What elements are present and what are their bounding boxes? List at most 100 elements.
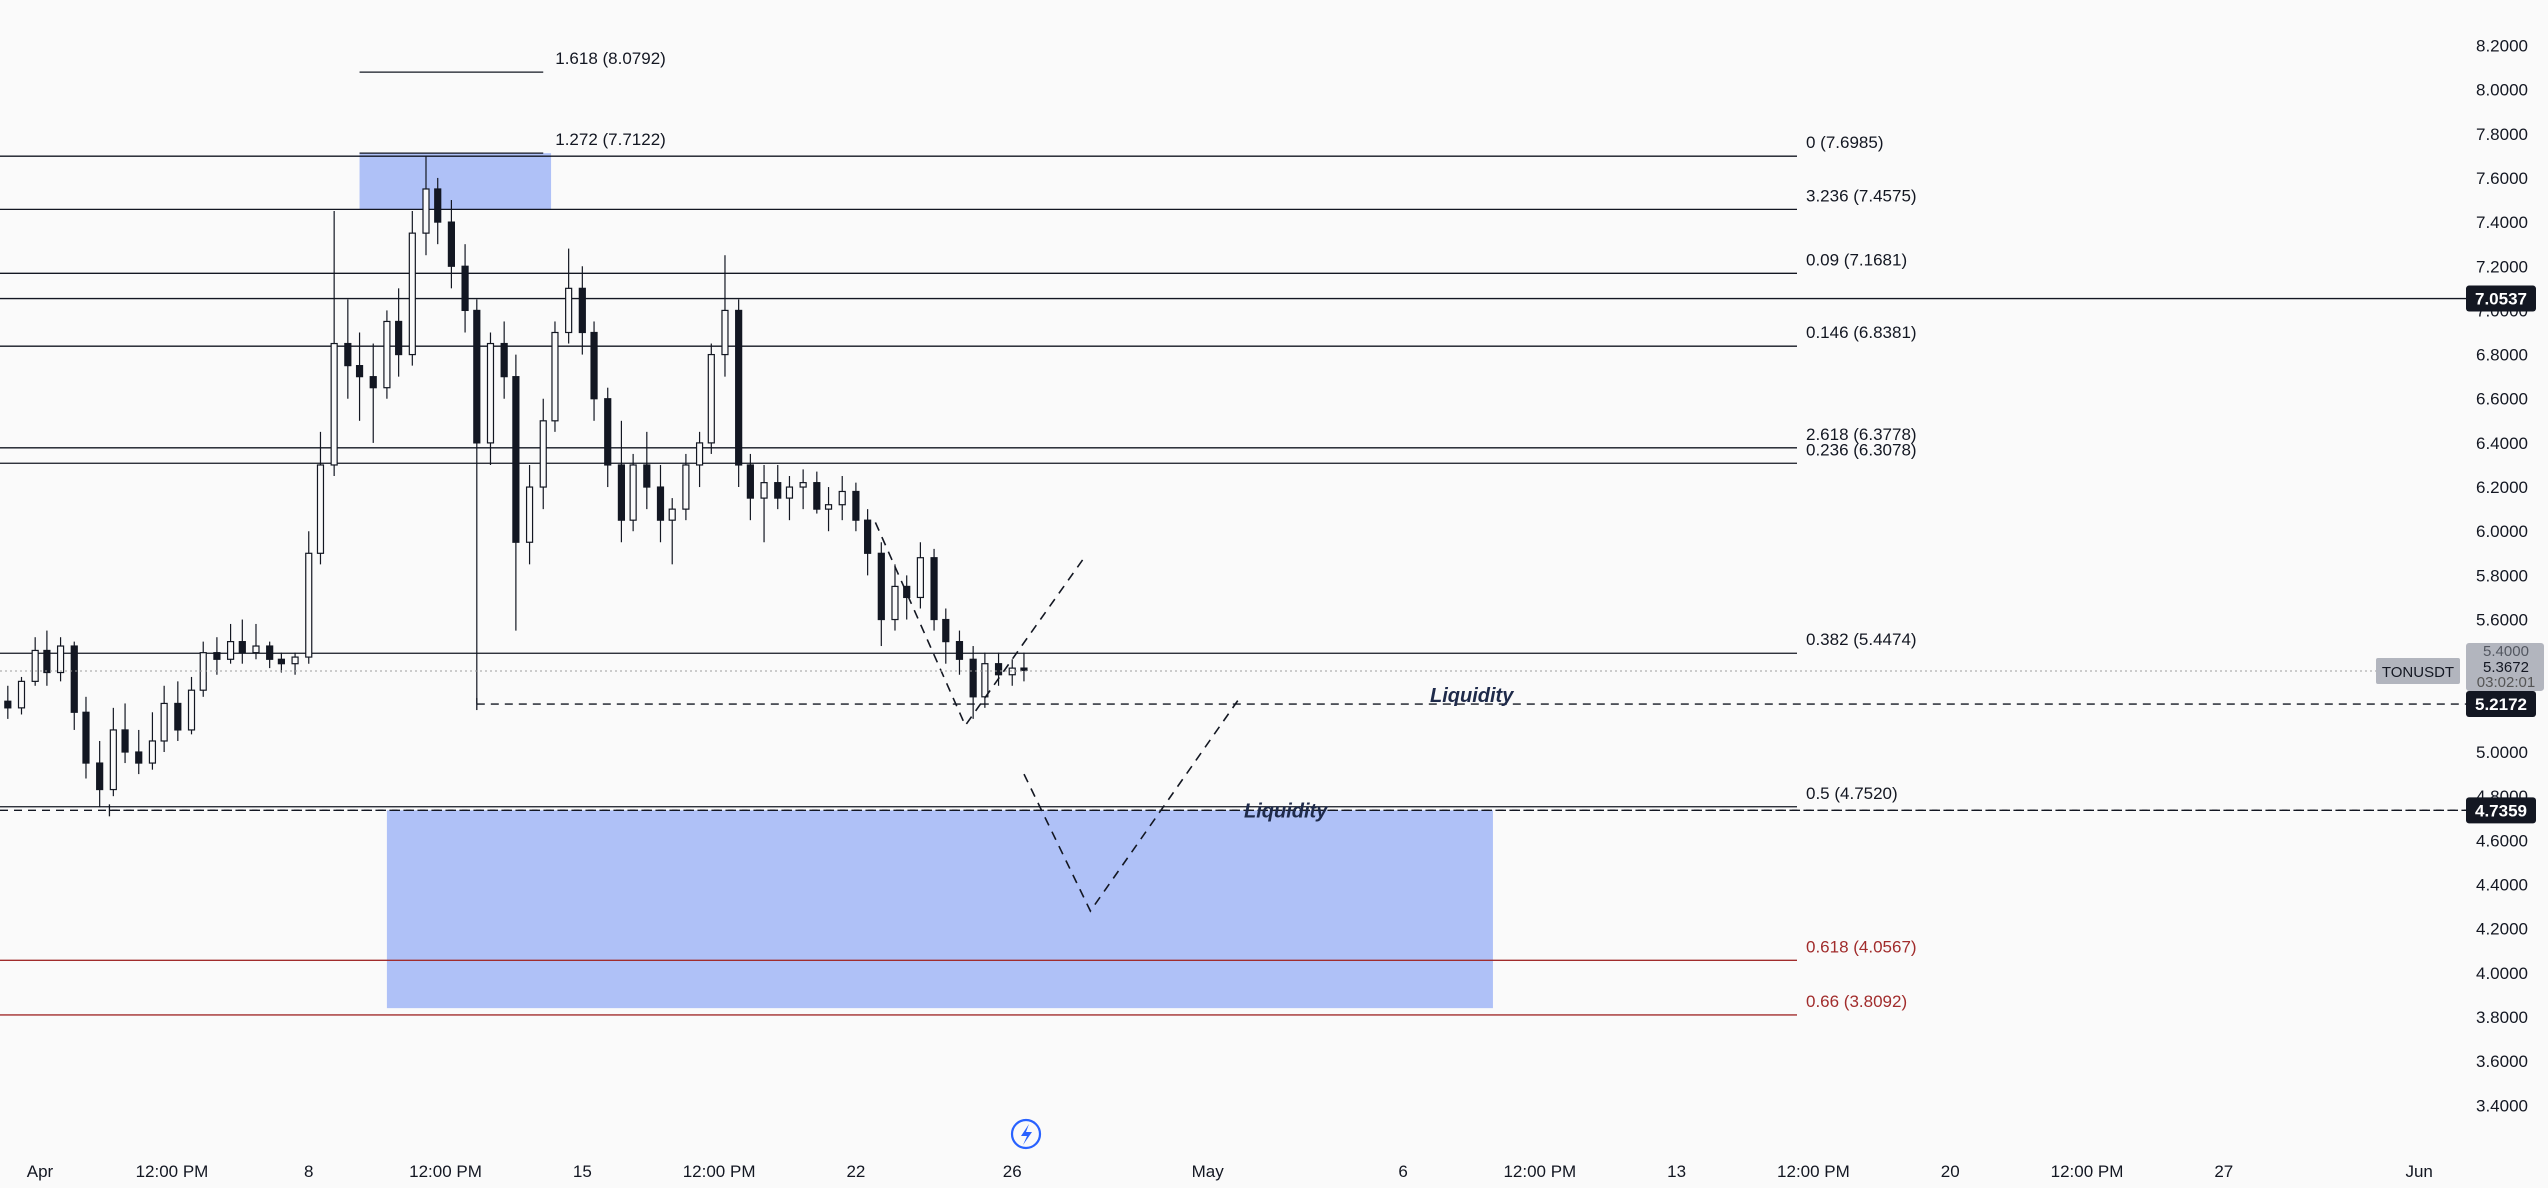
price-badges-layer: 7.0537 4.7359 5.2172 TONUSDT 5.40005.367203:…	[0, 285, 2544, 824]
candle-body-47	[617, 464, 626, 521]
candle-body-61	[799, 482, 807, 488]
candle-body-59	[774, 482, 782, 499]
candle-body-60	[785, 486, 794, 499]
y-tick-label-18: 4.6000	[2476, 831, 2528, 850]
candle-body-35	[461, 265, 469, 312]
candle-body-63	[824, 504, 833, 510]
lightning-icon[interactable]	[1010, 1118, 1042, 1150]
liquidity-label-1: Liquidity	[1244, 800, 1328, 822]
candle-body-12	[160, 702, 168, 742]
candle-body-65	[852, 490, 860, 521]
candle-body-57	[746, 464, 754, 499]
candle-body-53	[695, 442, 704, 466]
candle-body-33	[434, 188, 442, 223]
x-tick-label-0: Apr	[27, 1162, 54, 1181]
candle-body-50	[656, 486, 665, 521]
y-tick-label-7: 6.8000	[2476, 346, 2528, 365]
projections-layer	[874, 522, 1240, 913]
y-tick-label-11: 6.0000	[2476, 522, 2528, 541]
projection-path-1	[1023, 698, 1240, 913]
liquidity-label-0: Liquidity	[1430, 685, 1514, 707]
y-tick-label-21: 4.0000	[2476, 964, 2528, 983]
candle-body-75	[981, 663, 989, 698]
y-tick-label-23: 3.6000	[2476, 1052, 2528, 1071]
symbol-tag-text: TONUSDT	[2382, 664, 2454, 681]
candle-body-49	[643, 464, 651, 488]
candle-body-32	[422, 188, 430, 234]
extension-label-0: 1.618 (8.0792)	[555, 49, 666, 68]
candles-layer	[4, 155, 1028, 808]
x-tick-label-9: 6	[1398, 1162, 1407, 1181]
fib-levels-layer: 0 (7.6985) 3.236 (7.4575) 0.09 (7.1681) 0.1…	[0, 49, 1917, 1016]
candle-body-16	[213, 652, 221, 660]
y-tick-label-2: 7.8000	[2476, 125, 2528, 144]
y-tick-label-20: 4.2000	[2476, 920, 2528, 939]
x-tick-label-2: 8	[304, 1162, 313, 1181]
candle-body-51	[668, 508, 676, 521]
candle-body-71	[930, 557, 938, 621]
price-badge-0-bg	[2466, 285, 2536, 312]
candle-body-29	[383, 320, 391, 389]
candle-body-0	[4, 700, 12, 709]
candle-body-72	[942, 618, 950, 643]
candle-body-20	[266, 645, 274, 660]
candle-body-37	[486, 342, 495, 444]
price-badge-1-bg	[2466, 797, 2536, 824]
last-price-countdown: 03:02:01	[2477, 674, 2535, 691]
candle-body-64	[838, 490, 846, 506]
candle-body-55	[721, 309, 729, 356]
candle-body-34	[447, 221, 456, 267]
candle-body-18	[238, 641, 246, 654]
candle-body-69	[903, 585, 911, 599]
candle-body-27	[355, 365, 364, 378]
x-tick-label-15: 27	[2214, 1162, 2233, 1181]
candle-body-2	[31, 649, 39, 682]
candle-body-52	[682, 464, 690, 510]
candle-body-45	[590, 331, 598, 400]
lightning-bolt-glyph	[1021, 1124, 1032, 1145]
candle-body-10	[135, 751, 143, 764]
x-tick-label-8: May	[1192, 1162, 1225, 1181]
fib-level-label-2: 0.09 (7.1681)	[1806, 250, 1907, 269]
zone-0	[359, 153, 552, 210]
candle-body-46	[604, 398, 612, 466]
candle-body-17	[226, 641, 235, 660]
candle-body-5	[70, 645, 78, 713]
projection-path-0	[874, 522, 1084, 728]
candle-body-24	[316, 464, 325, 554]
candle-body-41	[539, 420, 547, 488]
zone-1	[386, 810, 1493, 1009]
fib-level-label-3: 0.146 (6.8381)	[1806, 323, 1917, 342]
x-tick-label-7: 26	[1003, 1162, 1022, 1181]
candle-body-3	[43, 649, 51, 674]
y-tick-label-1: 8.0000	[2476, 81, 2528, 100]
extension-label-1: 1.272 (7.7122)	[555, 130, 666, 149]
candle-body-30	[395, 320, 403, 356]
liquidity-badge-0-text: 5.2172	[2475, 695, 2527, 714]
x-tick-label-6: 22	[846, 1162, 865, 1181]
candle-body-28	[369, 376, 377, 389]
x-tick-label-4: 15	[573, 1162, 592, 1181]
x-tick-label-10: 12:00 PM	[1503, 1162, 1576, 1181]
last-price-value: 5.3672	[2483, 659, 2529, 676]
candle-body-67	[877, 552, 885, 621]
candle-body-40	[525, 486, 534, 543]
candle-body-26	[344, 342, 352, 367]
fib-level-label-6: 0.382 (5.4474)	[1806, 630, 1917, 649]
y-tick-label-22: 3.8000	[2476, 1008, 2528, 1027]
y-tick-label-13: 5.6000	[2476, 611, 2528, 630]
y-tick-label-3: 7.6000	[2476, 169, 2528, 188]
last-price-badge-bg	[2466, 642, 2544, 691]
candle-body-8	[109, 729, 117, 791]
last-price-overlay-tick: 5.4000	[2483, 643, 2529, 660]
candle-body-74	[969, 658, 977, 698]
candle-body-7	[96, 762, 104, 791]
candle-body-73	[955, 641, 964, 660]
candle-body-36	[473, 309, 481, 444]
candle-body-42	[551, 331, 559, 422]
fib-level-label-7: 0.5 (4.7520)	[1806, 784, 1898, 803]
x-tick-label-11: 13	[1667, 1162, 1686, 1181]
candle-body-38	[500, 342, 508, 378]
